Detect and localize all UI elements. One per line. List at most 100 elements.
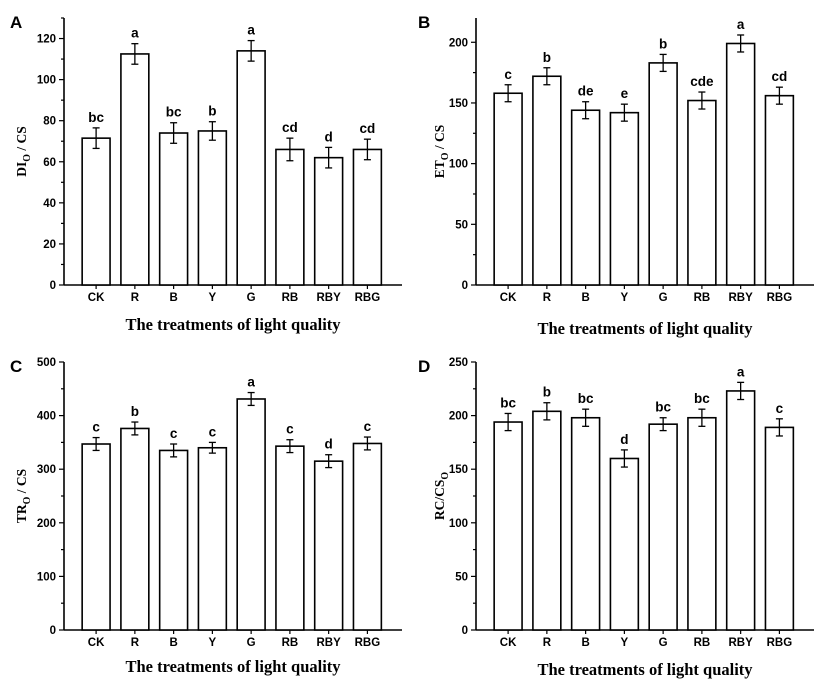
y-axis-title: RC/CSO — [432, 472, 451, 521]
x-tick-label-rby: RBY — [317, 292, 342, 304]
significance-label-rb: bc — [694, 391, 710, 406]
significance-label-rby: a — [737, 364, 745, 379]
bar-g — [648, 62, 678, 286]
bar-g — [236, 398, 266, 631]
bar-y — [197, 130, 228, 286]
bar-ck — [493, 92, 523, 286]
significance-label-b: c — [170, 426, 178, 441]
x-tick-label-ck: CK — [500, 637, 517, 649]
y-tick-label: 100 — [449, 518, 468, 530]
x-tick-label-r: R — [543, 292, 552, 304]
y-axis-title-subscript: O — [22, 496, 33, 504]
bar-y — [197, 446, 228, 631]
bar-r — [532, 410, 562, 631]
y-tick-label: 120 — [37, 34, 56, 46]
bar-rbg — [352, 442, 383, 631]
significance-label-rby: d — [325, 437, 333, 452]
x-tick-label-ck: CK — [88, 292, 105, 304]
x-axis-title: The treatments of light quality — [125, 657, 341, 676]
bar-ck — [81, 443, 111, 631]
significance-label-r: b — [131, 404, 139, 419]
y-tick-label: 250 — [449, 357, 468, 369]
x-tick-label-rbg: RBG — [355, 637, 381, 649]
x-tick-label-y: Y — [209, 292, 217, 304]
y-tick-label: 300 — [37, 464, 56, 476]
significance-label-r: a — [131, 26, 139, 41]
bar-y — [609, 111, 640, 286]
significance-label-y: b — [208, 104, 216, 119]
significance-label-rbg: cd — [360, 121, 376, 136]
bar-b — [158, 132, 189, 286]
x-tick-label-r: R — [131, 292, 140, 304]
bar-rbg — [764, 426, 795, 631]
bar-rby — [313, 156, 344, 286]
bar-rby — [725, 42, 756, 286]
bar-rbg — [352, 148, 383, 286]
x-tick-label-rb: RB — [694, 292, 711, 304]
chart-panel-d: 0 50 100 150 200 250 bc CK b Rbc Bd Ybc Gbc RB a RBY c RB… — [418, 357, 814, 679]
significance-label-y: e — [621, 86, 629, 101]
y-axis-title-main: DI — [14, 162, 29, 177]
x-tick-label-rby: RBY — [317, 637, 342, 649]
bar-rby — [725, 390, 756, 631]
significance-label-b: bc — [166, 105, 182, 120]
y-axis-title-main: RC/CS — [432, 480, 447, 521]
bar-rb — [687, 416, 717, 631]
bar-b — [570, 109, 601, 286]
y-axis-title-subscript: O — [22, 154, 33, 162]
x-axis-title: The treatments of light quality — [537, 660, 753, 679]
significance-label-rby: a — [737, 17, 745, 32]
bar-b — [158, 449, 189, 631]
bar-ck — [81, 137, 111, 286]
y-axis-title-tail: / CS — [432, 125, 447, 153]
x-tick-label-g: G — [247, 637, 256, 649]
y-axis-title-tail: / CS — [14, 469, 29, 497]
panel-letter: B — [418, 13, 430, 32]
x-tick-label-r: R — [131, 637, 140, 649]
y-axis-title: TRO / CS — [14, 469, 33, 523]
x-tick-label-b: B — [581, 292, 589, 304]
x-tick-label-rbg: RBG — [355, 292, 381, 304]
significance-label-y: c — [209, 424, 217, 439]
bar-rb — [275, 445, 305, 631]
bar-rbg — [764, 94, 795, 286]
y-tick-label: 0 — [462, 625, 468, 637]
significance-label-g: bc — [655, 400, 671, 415]
significance-label-rb: cde — [690, 74, 714, 89]
y-tick-label: 50 — [455, 571, 468, 583]
y-tick-label: 200 — [449, 37, 468, 49]
bar-rby — [313, 460, 344, 631]
x-tick-label-rb: RB — [282, 292, 299, 304]
bar-ck — [493, 421, 523, 631]
bar-b — [570, 416, 601, 631]
x-tick-label-g: G — [659, 637, 668, 649]
x-tick-label-ck: CK — [500, 292, 517, 304]
significance-label-rby: d — [325, 129, 333, 144]
significance-label-b: bc — [578, 391, 594, 406]
panel-letter: C — [10, 357, 22, 376]
x-tick-label-rbg: RBG — [767, 292, 793, 304]
significance-label-rb: cd — [282, 120, 298, 135]
x-tick-label-b: B — [169, 637, 177, 649]
x-tick-label-b: B — [581, 637, 589, 649]
y-axis-title-subscript: O — [440, 152, 451, 160]
significance-label-ck: bc — [88, 110, 104, 125]
x-tick-label-rbg: RBG — [767, 637, 793, 649]
y-tick-label: 0 — [50, 280, 56, 292]
x-tick-label-r: R — [543, 637, 552, 649]
significance-label-ck: c — [504, 67, 512, 82]
significance-label-g: b — [659, 36, 667, 51]
bar-g — [648, 423, 678, 631]
significance-label-rbg: c — [364, 419, 372, 434]
bar-r — [532, 75, 562, 286]
y-tick-label: 200 — [37, 518, 56, 530]
y-tick-label: 200 — [449, 411, 468, 423]
significance-label-ck: bc — [500, 395, 516, 410]
y-tick-label: 150 — [449, 464, 468, 476]
panel-letter: A — [10, 13, 22, 32]
x-tick-label-y: Y — [621, 292, 629, 304]
y-tick-label: 80 — [43, 116, 56, 128]
significance-label-g: a — [247, 23, 255, 38]
